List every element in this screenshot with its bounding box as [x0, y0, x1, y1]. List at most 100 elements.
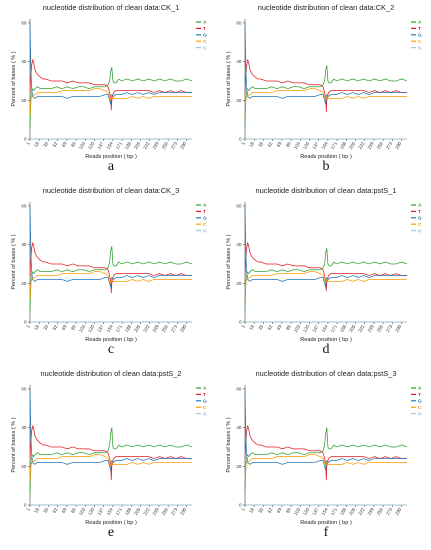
x-tick-label: 18 [248, 507, 255, 514]
y-tick-label: 40 [21, 59, 27, 64]
series-line-c [244, 88, 407, 116]
x-tick-label: 273 [385, 507, 393, 517]
y-tick-label: 40 [21, 242, 27, 247]
series-line-a [29, 246, 193, 311]
x-tick-label: 103 [78, 507, 86, 517]
y-tick-label: 60 [236, 203, 242, 208]
x-tick-label: 222 [142, 324, 150, 334]
x-tick-label: 256 [376, 324, 384, 334]
x-tick-label: 69 [61, 507, 68, 514]
x-tick-label: 86 [285, 507, 292, 514]
x-tick-label: 154 [321, 141, 329, 151]
chart-title: nucleotide distribution of clean data:ps… [256, 186, 397, 195]
x-tick-label: 86 [285, 324, 292, 331]
panel-letter: a [108, 159, 115, 174]
y-tick-label: 60 [21, 386, 27, 391]
series-line-g [244, 22, 407, 105]
x-tick-label: 120 [87, 324, 95, 334]
x-tick-label: 137 [311, 324, 319, 334]
legend-label-c: C [418, 39, 422, 45]
x-tick-label: 86 [70, 507, 77, 514]
series-line-g [244, 205, 407, 288]
y-axis-label: Percent of bases ( % ) [11, 51, 17, 106]
x-tick-label: 137 [311, 507, 319, 517]
x-tick-label: 188 [339, 507, 347, 517]
x-tick-label: 18 [248, 324, 255, 331]
y-tick-label: 20 [236, 281, 242, 286]
x-tick-label: 35 [257, 324, 264, 331]
x-tick-label: 171 [115, 507, 123, 517]
x-tick-label: 52 [267, 324, 274, 331]
x-tick-label: 69 [61, 141, 68, 148]
x-axis-label: Reads position ( bp ) [85, 337, 137, 343]
x-tick-label: 52 [267, 507, 274, 514]
x-tick-label: 103 [78, 324, 86, 334]
legend-label-n: N [203, 411, 207, 417]
series-line-t [29, 242, 192, 294]
x-tick-label: 239 [367, 507, 375, 517]
x-tick-label: 137 [96, 507, 104, 517]
series-line-t [29, 59, 192, 111]
x-tick-label: 256 [161, 141, 169, 151]
x-tick-label: 188 [124, 141, 132, 151]
x-tick-label: 120 [302, 141, 310, 151]
y-tick-label: 40 [236, 242, 242, 247]
chart-panel-c: nucleotide distribution of clean data:CK… [0, 183, 215, 366]
x-axis-label: Reads position ( bp ) [85, 154, 137, 160]
chart-svg-b: nucleotide distribution of clean data:CK… [226, 3, 422, 174]
y-tick-label: 20 [21, 464, 27, 469]
series-line-t [29, 425, 192, 481]
legend-label-a: A [418, 20, 422, 26]
x-tick-label: 205 [133, 324, 141, 334]
x-tick-label: 35 [42, 507, 49, 514]
x-tick-label: 1 [240, 141, 246, 146]
y-tick-label: 0 [24, 503, 27, 508]
x-tick-label: 273 [385, 141, 393, 151]
x-tick-label: 35 [257, 507, 264, 514]
x-axis-label: Reads position ( bp ) [300, 154, 352, 160]
x-tick-label: 52 [267, 141, 274, 148]
y-tick-label: 0 [24, 320, 27, 325]
x-tick-label: 86 [70, 141, 77, 148]
y-tick-label: 60 [236, 20, 242, 25]
x-tick-label: 171 [115, 141, 123, 151]
panel-letter: b [323, 159, 330, 174]
x-tick-label: 290 [179, 141, 187, 151]
x-tick-label: 52 [52, 141, 59, 148]
x-tick-label: 273 [170, 507, 178, 517]
panel-letter: c [108, 342, 114, 357]
y-axis-label: Percent of bases ( % ) [226, 234, 232, 289]
x-tick-label: 290 [394, 141, 402, 151]
y-tick-label: 20 [236, 464, 242, 469]
x-tick-label: 18 [33, 507, 40, 514]
x-tick-label: 239 [152, 141, 160, 151]
series-line-g [29, 22, 192, 105]
chart-svg-f: nucleotide distribution of clean data:ps… [226, 369, 422, 540]
y-tick-label: 0 [239, 503, 242, 508]
legend-label-c: C [203, 222, 207, 228]
x-tick-label: 86 [285, 141, 292, 148]
x-tick-label: 256 [376, 507, 384, 517]
legend-label-n: N [203, 45, 207, 51]
legend-label-t: T [203, 26, 206, 32]
chart-title: nucleotide distribution of clean data:CK… [258, 3, 394, 12]
series-line-a [244, 248, 408, 311]
x-tick-label: 205 [348, 141, 356, 151]
y-tick-label: 20 [236, 98, 242, 103]
series-line-a [244, 65, 408, 128]
x-tick-label: 103 [293, 507, 301, 517]
panel-letter: d [323, 342, 330, 357]
legend-label-c: C [203, 39, 207, 45]
y-tick-label: 20 [21, 281, 27, 286]
legend-label-g: G [418, 399, 422, 405]
x-tick-label: 171 [115, 324, 123, 334]
series-line-a [244, 427, 408, 494]
y-tick-label: 40 [236, 425, 242, 430]
legend-label-n: N [418, 411, 422, 417]
x-tick-label: 154 [106, 141, 114, 151]
x-tick-label: 1 [25, 324, 31, 329]
y-tick-label: 0 [24, 137, 27, 142]
x-tick-label: 1 [240, 507, 246, 512]
x-axis-label: Reads position ( bp ) [300, 520, 352, 526]
